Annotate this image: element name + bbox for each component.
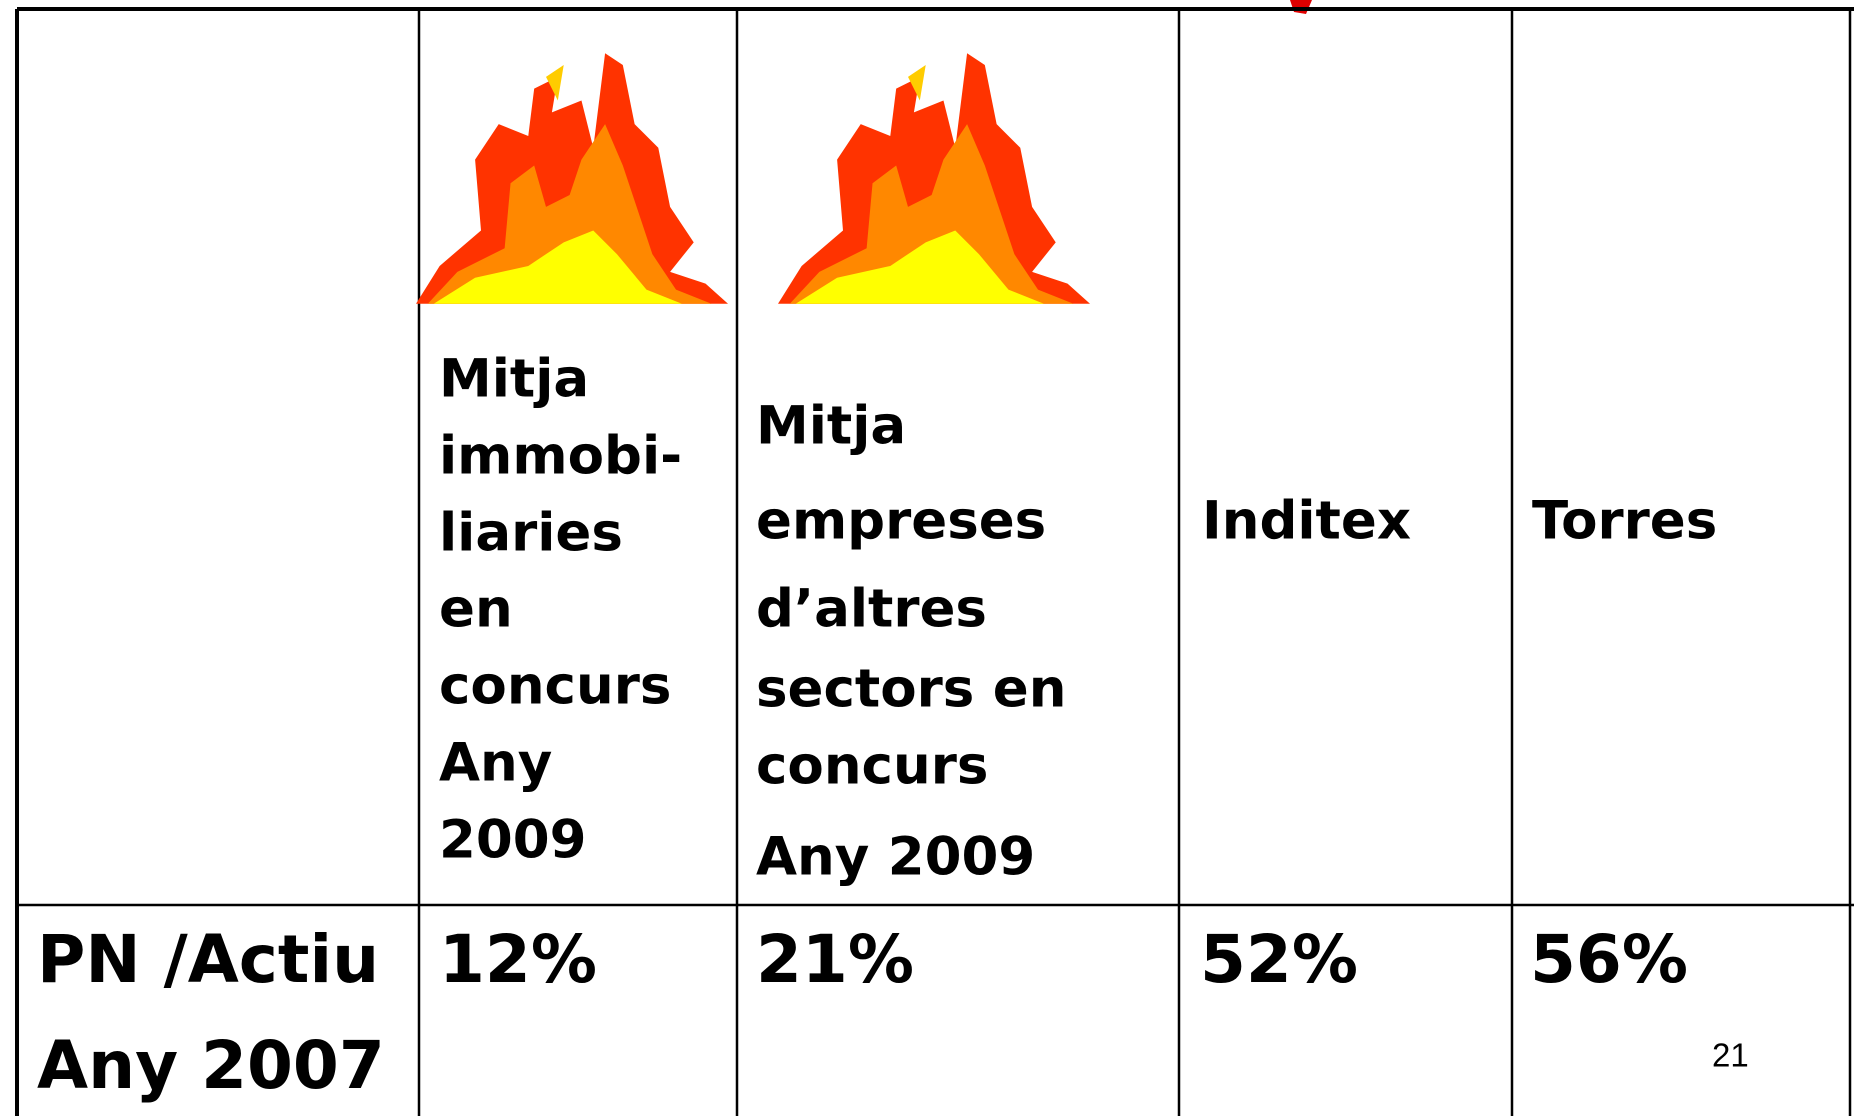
page-number: 21 (1712, 1037, 1749, 1074)
column-header: sectors en (756, 659, 1066, 720)
column-header: empreses (756, 491, 1046, 552)
page: {"table": { "columns": [ ["Mitja", "immo… (0, 0, 1854, 1116)
column-header: Torres (1532, 491, 1717, 552)
column-header: Inditex (1202, 491, 1411, 552)
column-header: immobi- (439, 426, 682, 487)
cell-value: 12% (439, 921, 597, 998)
column-header: d’altres (756, 579, 987, 640)
cell-value: 21% (756, 921, 914, 998)
column-header: Mitja (756, 396, 906, 457)
column-header: en (439, 579, 513, 640)
column-header: 2009 (439, 810, 587, 871)
cell-value: 52% (1200, 921, 1358, 998)
column-header: Any 2009 (756, 827, 1035, 888)
column-header: concurs (756, 736, 988, 797)
row-header: Any 2007 (37, 1027, 385, 1104)
flame-icon (416, 53, 728, 304)
row-header: PN /Actiu (37, 921, 379, 998)
cell-value: 56% (1530, 921, 1688, 998)
column-header: concurs (439, 656, 671, 717)
column-header: Any (439, 733, 552, 794)
column-header: Mitja (439, 349, 589, 410)
slide: 21 Mitja immobi-liaries en concurs Any 2009 Mi… (0, 0, 1854, 1116)
column-header: liaries (439, 503, 623, 564)
flame-icon (778, 53, 1090, 304)
